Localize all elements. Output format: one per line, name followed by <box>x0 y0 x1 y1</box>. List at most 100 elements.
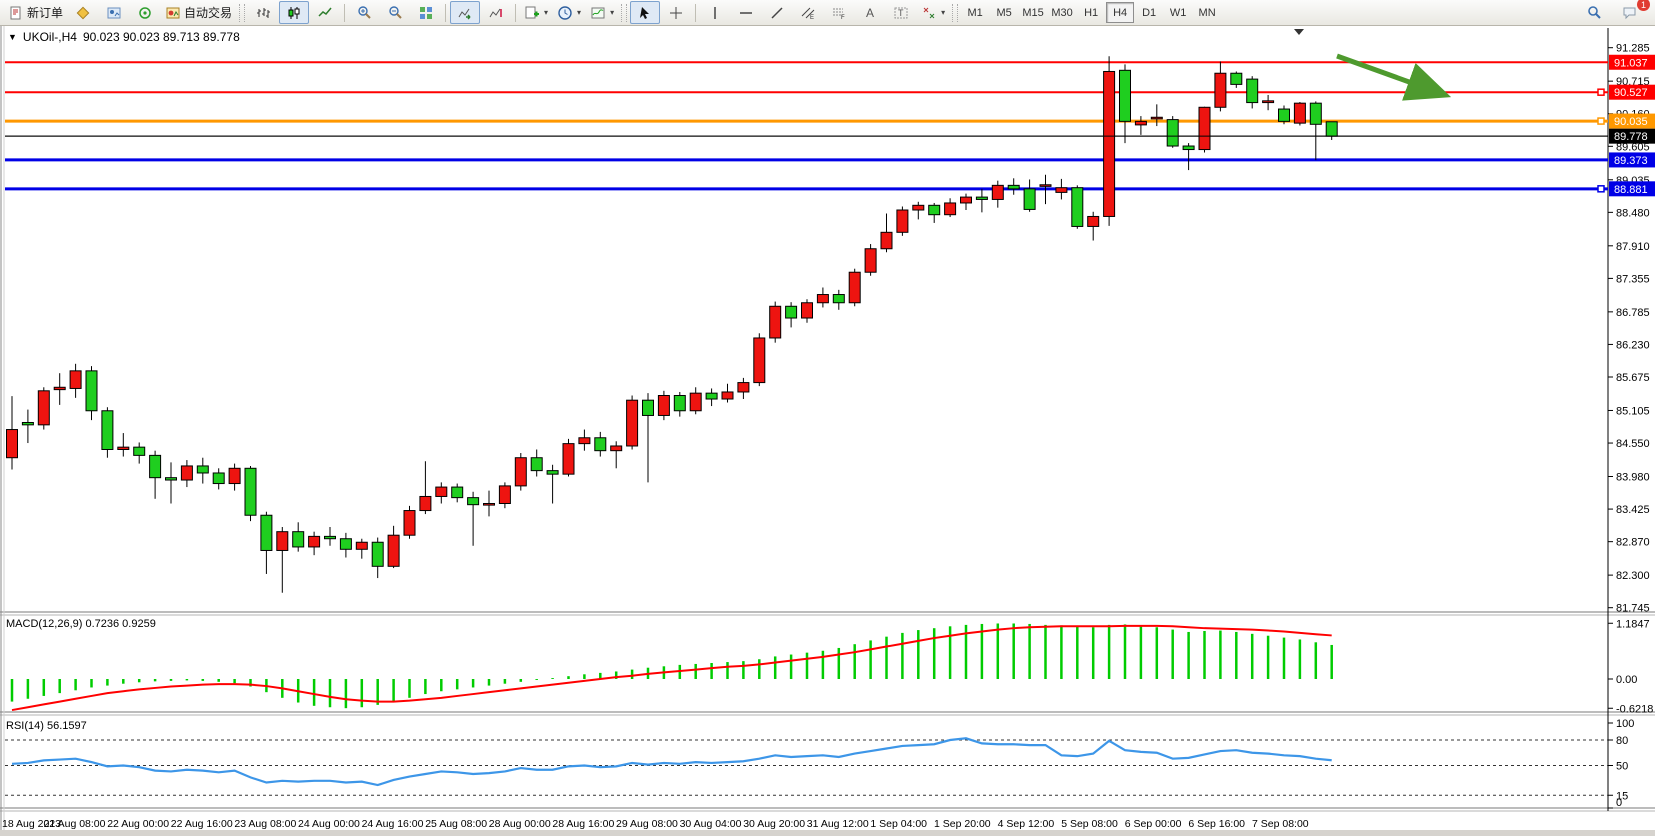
price-tick-label: 91.285 <box>1616 43 1650 55</box>
timeframe-m15-button[interactable]: M15 <box>1022 6 1044 19</box>
auto-scroll-button[interactable] <box>450 1 481 24</box>
candle-0 <box>6 429 18 459</box>
timeframe-mn-button[interactable]: MN <box>1198 6 1216 19</box>
collapse-chart-icon[interactable]: ▼ <box>8 32 17 42</box>
tile-windows-button[interactable] <box>411 1 441 24</box>
chat-icon <box>1623 7 1636 19</box>
candlestick-chart-button[interactable] <box>279 1 310 24</box>
candles-group <box>6 56 1338 593</box>
channel-button[interactable]: E <box>793 1 823 24</box>
navigator-button[interactable] <box>130 1 160 24</box>
timeframe-h4-button[interactable]: H4 <box>1106 2 1135 23</box>
new-order-dropdown[interactable]: ▾ <box>520 1 552 24</box>
line-drag-handle[interactable] <box>1597 88 1605 96</box>
main-toolbar: 新订单 自动交易 ▾ ▾ ▾ E F A T ▾ M1 M5 M15 M30 H1 H4 D1 W1 MN 1 <box>0 0 1655 26</box>
profile-button[interactable] <box>68 1 98 24</box>
line-drag-handle[interactable] <box>1597 185 1605 193</box>
candle-34 <box>546 470 559 475</box>
channel-icon: E <box>801 7 815 21</box>
candle-39 <box>626 399 639 447</box>
price-badge-value: 91.037 <box>1614 57 1648 69</box>
candle-71 <box>1134 120 1147 126</box>
trendline-button[interactable] <box>762 1 792 24</box>
search-button[interactable] <box>1579 1 1609 24</box>
crosshair-icon <box>670 6 683 19</box>
trend-arrow-annotation[interactable] <box>1336 53 1452 101</box>
candle-32 <box>514 457 527 487</box>
zoom-out-button[interactable] <box>380 1 410 24</box>
time-axis-label: 30 Aug 20:00 <box>743 818 805 830</box>
vertical-line-button[interactable] <box>700 1 730 24</box>
candle-37 <box>594 437 607 452</box>
price-tick-label: 81.745 <box>1616 603 1650 615</box>
horizontal-line-button[interactable] <box>731 1 761 24</box>
autotrade-label: 自动交易 <box>184 6 233 20</box>
price-tick-label: 85.675 <box>1616 372 1650 384</box>
crosshair-button[interactable] <box>661 1 691 24</box>
price-tick-label: 89.605 <box>1616 141 1650 153</box>
timeframe-w1-button[interactable]: W1 <box>1169 6 1187 19</box>
candle-68 <box>1087 215 1100 227</box>
timeframe-h1-button[interactable]: H1 <box>1084 6 1099 19</box>
zoom-in-button[interactable] <box>349 1 379 24</box>
chart-shift-button[interactable] <box>481 1 511 24</box>
candle-27 <box>435 486 448 497</box>
timeframe-d1-button[interactable]: D1 <box>1142 6 1157 19</box>
text-button[interactable]: A <box>855 1 885 24</box>
search-icon <box>1588 5 1601 19</box>
line-chart-icon <box>318 7 332 17</box>
candle-52 <box>832 294 845 304</box>
zoom-in-icon <box>358 5 371 19</box>
time-axis-label: 6 Sep 16:00 <box>1188 818 1245 830</box>
bar-chart-button[interactable] <box>248 1 278 24</box>
time-axis-label: 24 Aug 00:00 <box>298 818 360 830</box>
new-order-button[interactable]: 新订单 <box>4 1 67 24</box>
autotrade-button[interactable]: 自动交易 <box>161 1 236 24</box>
window-bottom-strip <box>0 830 1655 836</box>
candle-8 <box>133 446 146 456</box>
cursor-button[interactable] <box>630 1 661 24</box>
tile-windows-icon <box>420 6 433 19</box>
price-tick-label: 85.105 <box>1616 405 1650 417</box>
candle-51 <box>816 294 829 304</box>
arrows-dropdown[interactable]: ▾ <box>917 1 949 24</box>
timeframe-m1-button[interactable]: M1 <box>967 6 983 19</box>
arrows-icon <box>923 7 935 18</box>
candle-48 <box>769 305 782 339</box>
time-axis-label: 21 Aug 08:00 <box>44 818 106 830</box>
line-chart-button[interactable] <box>310 1 340 24</box>
price-badge-89.373 <box>1609 152 1655 168</box>
new-order-label: 新订单 <box>27 6 64 20</box>
price-badge-90.035 <box>1609 113 1655 129</box>
candle-2 <box>37 390 50 426</box>
indicators-icon <box>591 7 605 18</box>
toolbar-separator <box>445 3 447 22</box>
svg-text:T: T <box>898 8 904 18</box>
line-drag-handle[interactable] <box>1597 117 1605 125</box>
chart-window[interactable]: ▼ UKOil-,H4 90.023 90.023 89.713 89.778 … <box>0 26 1655 836</box>
candle-21 <box>339 538 352 550</box>
candle-74 <box>1182 145 1195 151</box>
time-axis-label: 7 Sep 08:00 <box>1252 818 1309 830</box>
timeframe-m5-button[interactable]: M5 <box>996 6 1012 19</box>
candle-28 <box>451 486 464 499</box>
chat-badge: 1 <box>1637 0 1650 11</box>
timeframe-clock-icon <box>558 5 572 20</box>
chat-button[interactable]: 1 <box>1615 0 1650 24</box>
price-badge-89.778 <box>1609 128 1655 144</box>
timeframes-dropdown[interactable]: ▾ <box>553 1 585 24</box>
price-badge-value: 90.527 <box>1614 87 1648 99</box>
candle-44 <box>705 392 718 400</box>
timeframe-m30-button[interactable]: M30 <box>1051 6 1073 19</box>
candle-45 <box>721 391 734 400</box>
candle-70 <box>1119 69 1131 122</box>
fibonacci-button[interactable]: F <box>824 1 854 24</box>
time-axis-label: 6 Sep 00:00 <box>1125 818 1182 830</box>
indicators-dropdown[interactable]: ▾ <box>586 1 618 24</box>
chart-canvas[interactable]: 91.28590.71590.16089.60589.03588.48087.9… <box>0 26 1655 836</box>
price-tick-label: 87.355 <box>1616 273 1650 285</box>
label-button[interactable]: T <box>886 1 916 24</box>
chart-title: ▼ UKOil-,H4 90.023 90.023 89.713 89.778 <box>8 30 240 44</box>
market-watch-button[interactable] <box>99 1 129 24</box>
bar-chart-icon <box>257 7 271 18</box>
